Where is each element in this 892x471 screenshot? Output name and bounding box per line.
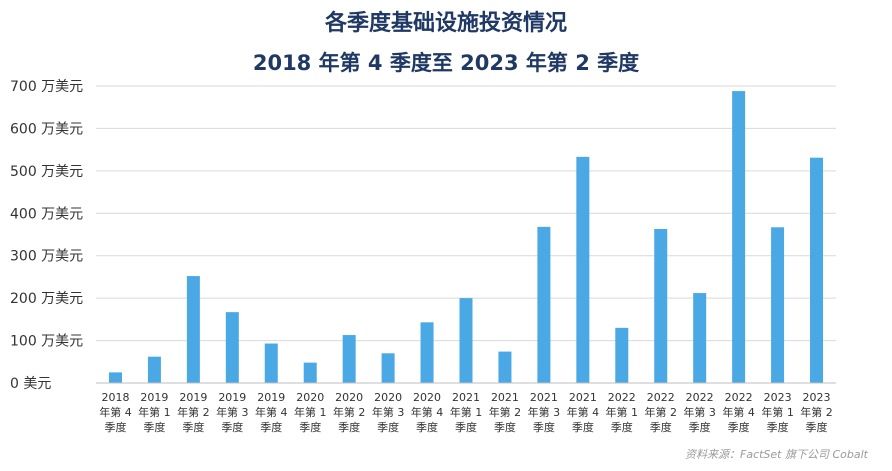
bar [576,156,590,383]
y-tick-label: 700 万美元 [10,79,83,95]
chart-title: 各季度基础设施投资情况 [324,10,567,36]
x-tick-label: 2021 年第 4 季度 [567,391,600,434]
x-tick-label: 2023 年第 2 季度 [800,391,833,434]
bar [498,351,512,383]
bar [459,298,473,383]
bars [108,91,824,383]
bar [186,276,200,383]
x-tick-label: 2018 年第 4 季度 [99,391,132,434]
y-tick-label: 0 美元 [10,376,51,392]
bar [654,228,668,383]
y-tick-label: 100 万美元 [10,334,83,350]
bar [108,372,122,383]
x-tick-label: 2021 年第 1 季度 [450,391,483,434]
source-note: 资料来源：FactSet 旗下公司 Cobalt [685,448,869,461]
bar [810,157,824,383]
y-tick-label: 300 万美元 [10,249,83,265]
x-tick-label: 2022 年第 3 季度 [683,391,716,434]
chart-subtitle: 2018 年第 4 季度至 2023 年第 2 季度 [253,51,639,75]
bar [537,226,551,383]
bar [381,353,395,383]
x-tick-label: 2022 年第 4 季度 [722,391,755,434]
x-tick-label: 2023 年第 1 季度 [761,391,794,434]
bar [615,327,629,383]
x-tick-label: 2019 年第 4 季度 [255,391,288,434]
bar [147,356,161,383]
x-tick-label: 2019 年第 1 季度 [138,391,171,434]
x-tick-label: 2020 年第 2 季度 [333,391,366,434]
x-tick-label: 2020 年第 4 季度 [411,391,444,434]
y-tick-label: 400 万美元 [10,206,83,222]
bar [693,293,707,383]
bar [303,362,317,383]
x-tick-label: 2019 年第 2 季度 [177,391,210,434]
y-tick-label: 600 万美元 [10,121,83,137]
y-axis-ticks: 0 美元 100 万美元 200 万美元 300 万美元 400 万美元 500 万美元 6… [10,79,83,392]
x-tick-label: 2022 年第 2 季度 [644,391,677,434]
x-tick-label: 2019 年第 3 季度 [216,391,249,434]
y-tick-label: 200 万美元 [10,291,83,307]
x-tick-label: 2021 年第 3 季度 [528,391,561,434]
x-tick-label: 2020 年第 3 季度 [372,391,405,434]
gridlines [96,85,836,342]
x-tick-label: 2022 年第 1 季度 [606,391,639,434]
x-tick-label: 2021 年第 2 季度 [489,391,522,434]
bar [771,227,785,383]
bar [225,312,239,383]
bar [264,343,278,383]
bar [732,91,746,383]
x-tick-label: 2020 年第 1 季度 [294,391,327,434]
bar [342,335,356,383]
bar [420,322,434,383]
y-tick-label: 500 万美元 [10,164,83,180]
